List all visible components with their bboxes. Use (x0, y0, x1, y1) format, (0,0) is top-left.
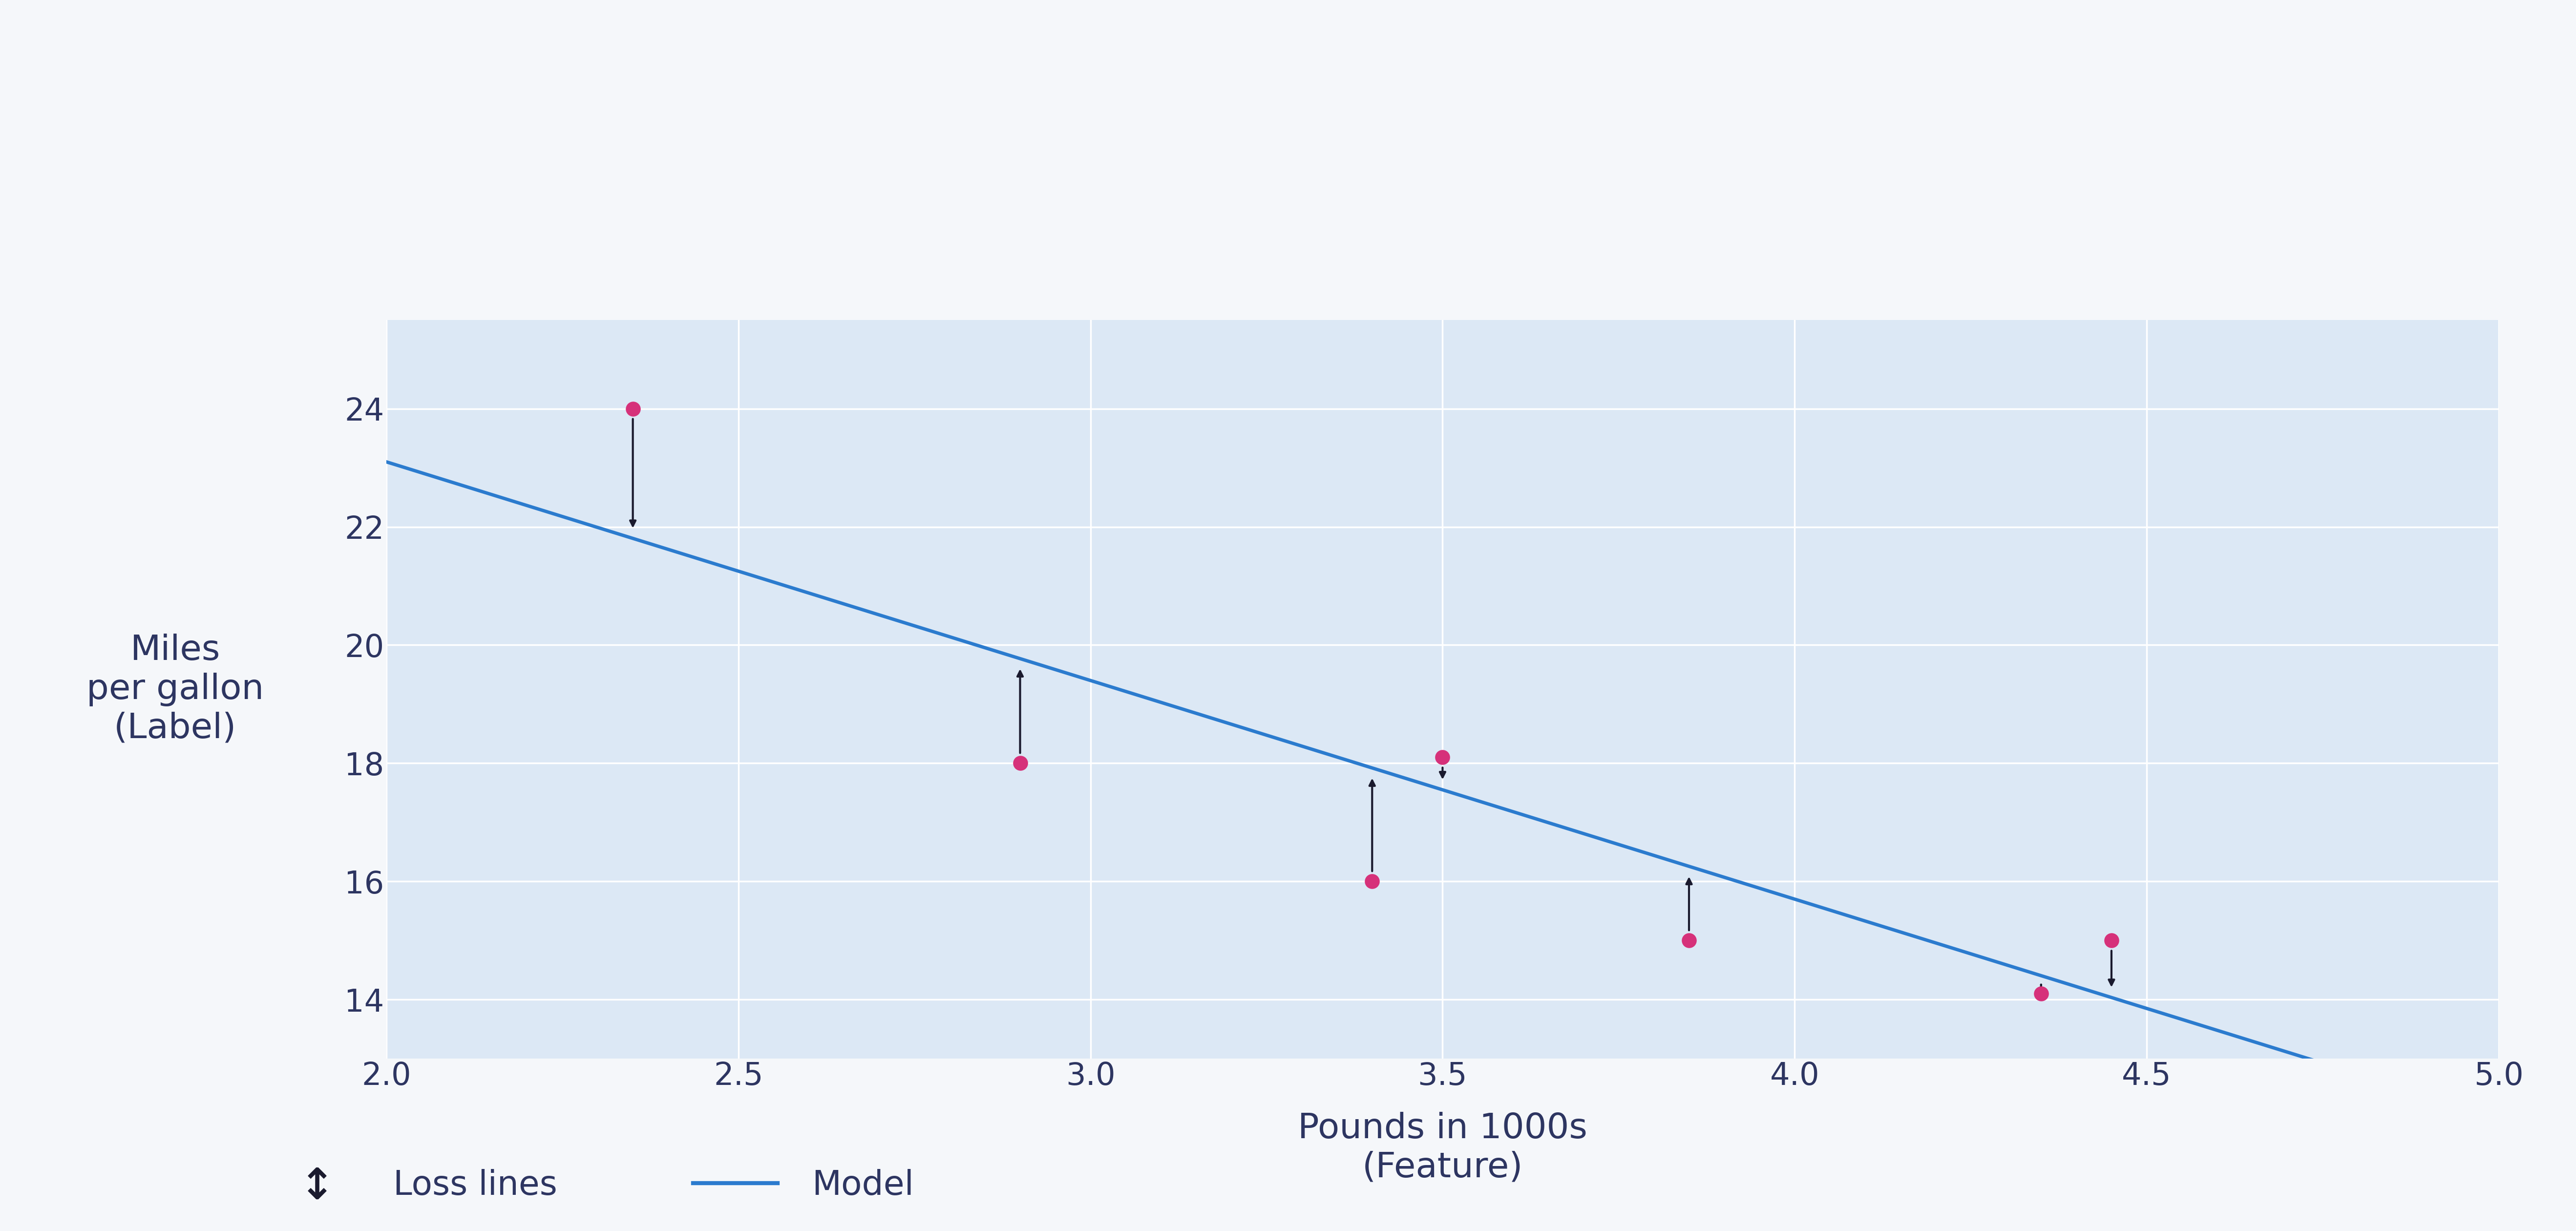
Legend: Loss lines, Model: Loss lines, Model (276, 1169, 914, 1201)
Y-axis label: Miles
per gallon
(Label): Miles per gallon (Label) (88, 634, 263, 745)
X-axis label: Pounds in 1000s
(Feature): Pounds in 1000s (Feature) (1298, 1112, 1587, 1184)
